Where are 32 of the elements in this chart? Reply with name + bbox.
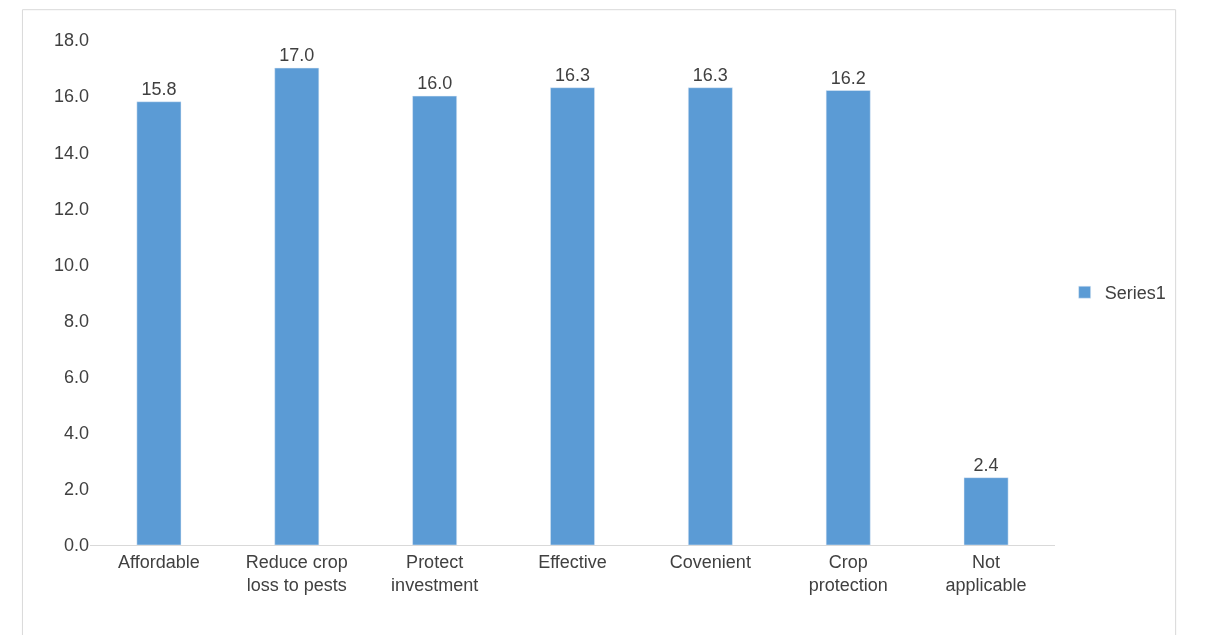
x-tick-label: Covenient — [669, 551, 751, 572]
bar — [550, 87, 595, 545]
x-tick-label: Not applicable — [945, 551, 1027, 595]
bar — [825, 90, 871, 545]
data-label: 16.0 — [417, 73, 453, 94]
y-tick-label: 18.0 — [53, 30, 89, 51]
bar — [274, 67, 320, 545]
x-tick-label: Affordable — [118, 551, 200, 572]
y-tick-label: 4.0 — [63, 423, 89, 444]
y-tick-label: 0.0 — [63, 535, 89, 556]
x-tick-label: Effective — [538, 551, 607, 572]
data-label: 2.4 — [973, 454, 999, 475]
bar — [136, 101, 182, 545]
y-tick-label: 8.0 — [63, 310, 89, 331]
legend-label: Series1 — [1104, 283, 1166, 304]
y-tick-label: 12.0 — [53, 198, 89, 219]
y-tick-label: 6.0 — [63, 366, 89, 387]
data-label: 17.0 — [279, 45, 315, 66]
y-tick-label: 16.0 — [53, 86, 89, 107]
x-tick-label: Crop protection — [808, 551, 888, 595]
data-label: 16.3 — [554, 64, 591, 85]
x-tick-label: Protect investment — [391, 551, 479, 595]
bar — [412, 95, 457, 545]
x-tick-label: Reduce crop loss to pests — [245, 551, 348, 595]
y-tick-label: 10.0 — [53, 254, 89, 275]
data-label: 15.8 — [141, 78, 177, 99]
bar — [963, 477, 1009, 545]
data-label: 16.2 — [830, 67, 866, 88]
data-label: 16.3 — [692, 64, 728, 85]
bar — [688, 87, 733, 545]
y-tick-label: 2.0 — [63, 479, 89, 500]
y-tick-label: 14.0 — [53, 142, 89, 163]
